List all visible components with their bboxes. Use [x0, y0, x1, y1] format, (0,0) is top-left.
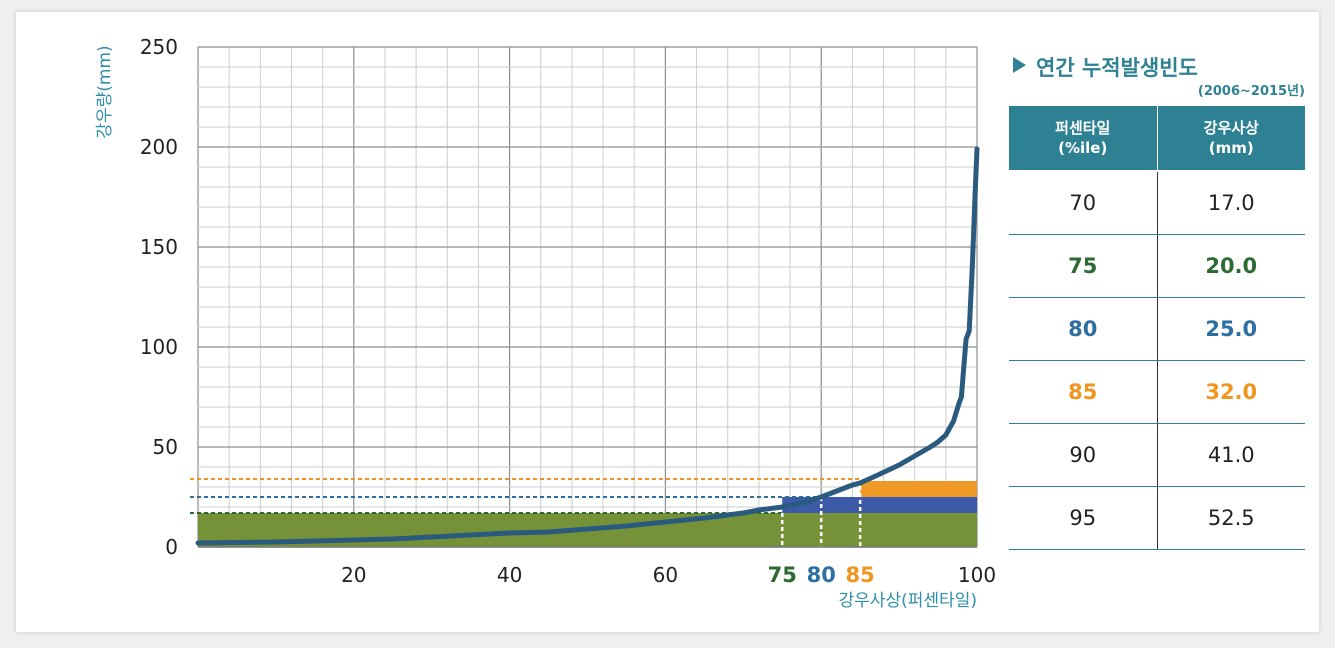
table-row: 95 52.5 — [1009, 486, 1305, 550]
percentile-cell: 95 — [1009, 486, 1158, 550]
y-tick-label: 0 — [165, 535, 178, 559]
table-row: 80 25.0 — [1009, 297, 1305, 361]
header-percentile-line1: 퍼센타일 — [1055, 119, 1111, 137]
panel-title-text: 연간 누적발생빈도 — [1036, 56, 1198, 80]
y-tick-label: 100 — [140, 335, 178, 359]
panel-title: 연간 누적발생빈도 — [1009, 52, 1305, 80]
header-rainfall: 강우사상 (mm) — [1157, 106, 1305, 172]
percentile-cell: 85 — [1009, 360, 1158, 424]
header-rainfall-line2: (mm) — [1208, 139, 1254, 157]
x-tick-label: 40 — [497, 563, 522, 587]
percentile-marker-label: 75 — [768, 563, 797, 587]
percentile-cell: 75 — [1009, 234, 1158, 298]
grid — [197, 46, 978, 548]
header-percentile: 퍼센타일 (%ile) — [1009, 106, 1158, 172]
rainfall-cell: 41.0 — [1157, 423, 1305, 487]
y-tick-label: 150 — [140, 235, 178, 259]
panel-subtitle: (2006~2015년) — [1197, 84, 1305, 99]
table-header-row: 퍼센타일 (%ile) 강우사상 (mm) — [1009, 106, 1305, 172]
x-tick-label: 60 — [653, 563, 678, 587]
table-row: 75 20.0 — [1009, 234, 1305, 298]
y-tick-label: 250 — [140, 35, 178, 59]
table-body: 70 17.0 75 20.0 80 25.0 85 32.0 90 41.0 95 52.5 — [1009, 170, 1305, 550]
x-tick-label: 100 — [958, 563, 996, 587]
rainfall-cell: 32.0 — [1157, 360, 1305, 424]
rainfall-cell: 25.0 — [1157, 297, 1305, 361]
area-band — [860, 481, 977, 497]
y-tick-label: 50 — [153, 435, 178, 459]
y-tick-label: 200 — [140, 135, 178, 159]
chart-card: 0 50 100 150 200 250 20 40 60 100 75 80 85 강우량(mm) 강우사… — [16, 12, 1319, 632]
area-band — [782, 497, 977, 513]
header-percentile-line2: (%ile) — [1058, 139, 1108, 157]
x-tick-label: 20 — [341, 563, 366, 587]
percentile-cell: 70 — [1009, 170, 1158, 235]
rainfall-cell: 20.0 — [1157, 234, 1305, 298]
table-row: 85 32.0 — [1009, 360, 1305, 424]
header-rainfall-line1: 강우사상 — [1203, 119, 1259, 137]
cumulative-curve — [195, 146, 980, 546]
y-axis-title: 강우량(mm) — [95, 45, 115, 138]
percentile-cell: 90 — [1009, 423, 1158, 487]
x-axis-title: 강우사상(퍼센타일) — [839, 591, 977, 611]
cumulative-rainfall-chart: 0 50 100 150 200 250 20 40 60 100 75 80 85 강우량(mm) 강우사… — [95, 35, 996, 611]
play-triangle-icon — [1013, 57, 1026, 73]
table-row: 70 17.0 — [1009, 170, 1305, 235]
percentile-marker-label: 85 — [846, 563, 875, 587]
percentile-cell: 80 — [1009, 297, 1158, 361]
rainfall-cell: 17.0 — [1157, 170, 1305, 235]
table-row: 90 41.0 — [1009, 423, 1305, 487]
rainfall-cell: 52.5 — [1157, 486, 1305, 550]
percentile-marker-label: 80 — [807, 563, 836, 587]
percentile-table: 퍼센타일 (%ile) 강우사상 (mm) 70 17.0 75 20.0 80 25.0 85… — [1009, 106, 1305, 550]
